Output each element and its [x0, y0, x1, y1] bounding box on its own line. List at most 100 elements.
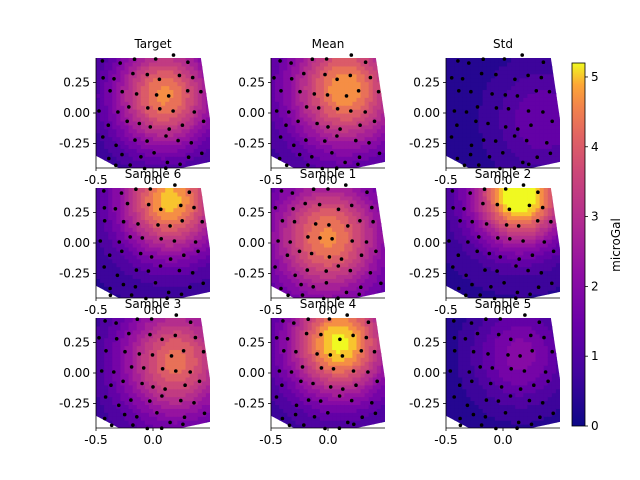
contour-cell [478, 73, 484, 79]
contour-cell [181, 73, 187, 79]
contour-cell [275, 77, 280, 83]
sample-point [315, 121, 319, 126]
contour-cell [539, 105, 545, 110]
contour-cell [177, 235, 183, 240]
contour-cell [450, 266, 455, 272]
contour-cell [197, 140, 203, 146]
contour-cell [108, 132, 113, 138]
contour-cell [523, 73, 529, 79]
contour-cell [136, 65, 142, 71]
contour-cell [543, 148, 549, 153]
contour-cell [140, 262, 146, 268]
contour-cell [124, 286, 130, 291]
contour-cell [547, 140, 553, 146]
contour-cell [348, 188, 354, 193]
contour-cell [376, 215, 382, 221]
contour-cell [112, 223, 117, 228]
contour-cell [108, 109, 113, 114]
contour-cell [177, 116, 183, 122]
contour-cell [140, 199, 146, 205]
contour-cell [543, 58, 549, 63]
contour-cell [177, 93, 183, 98]
sample-point [276, 239, 280, 243]
contour-cell [376, 235, 382, 240]
contour-cell [380, 246, 385, 252]
contour-cell [169, 128, 174, 134]
contour-cell [157, 69, 162, 75]
contour-cell [376, 124, 382, 130]
contour-cell [535, 246, 541, 252]
contour-cell [535, 124, 541, 130]
contour-cell [169, 61, 174, 67]
contour-cell [112, 136, 117, 142]
contour-cell [307, 101, 313, 106]
contour-cell [454, 199, 459, 205]
contour-cell [507, 85, 512, 91]
contour-cell [181, 231, 187, 236]
contour-cell [140, 254, 146, 260]
contour-cell [165, 250, 170, 256]
contour-cell [340, 144, 345, 149]
contour-cell [132, 156, 138, 161]
contour-cell [148, 266, 154, 272]
contour-cell [348, 278, 354, 283]
contour-cell [132, 164, 138, 168]
contour-cell [450, 223, 455, 228]
contour-cell [165, 156, 170, 161]
sample-point [475, 105, 480, 109]
subplot-5: Sample 10.250.00-0.25-0.5 0.0 [234, 167, 385, 317]
contour-cell [112, 148, 117, 153]
x-tick-label: 0.0 [493, 173, 512, 187]
contour-cell [336, 73, 341, 79]
contour-cell [185, 164, 191, 168]
contour-cell [165, 120, 170, 126]
contour-cell [323, 223, 329, 228]
contour-cell [498, 132, 504, 138]
sample-point [503, 125, 508, 129]
contour-cell [523, 219, 529, 224]
contour-cell [494, 278, 500, 283]
contour-cell [376, 85, 382, 91]
contour-cell [189, 211, 195, 217]
contour-cell [193, 195, 199, 201]
contour-cell [486, 77, 492, 83]
contour-cell [511, 227, 516, 232]
contour-cell [470, 211, 476, 217]
contour-cell [332, 109, 337, 114]
sample-point [494, 72, 498, 77]
contour-cell [299, 65, 305, 71]
contour-cell [328, 81, 333, 87]
contour-cell [303, 77, 309, 83]
contour-cell [494, 262, 500, 268]
contour-cell [486, 231, 492, 236]
contour-cell [519, 199, 524, 205]
contour-cell [364, 97, 370, 102]
contour-cell [450, 243, 455, 248]
contour-cell [161, 243, 166, 248]
contour-cell [144, 85, 150, 91]
contour-cell [303, 124, 309, 130]
contour-cell [344, 258, 349, 264]
contour-cell [458, 246, 463, 252]
contour-cell [494, 101, 500, 106]
contour-cell [136, 243, 142, 248]
contour-cell [364, 207, 370, 213]
contour-cell [380, 156, 385, 161]
contour-cell [446, 278, 451, 283]
contour-cell [136, 73, 142, 79]
contour-cell [474, 188, 480, 193]
contour-cell [140, 97, 146, 102]
contour-cell [332, 58, 337, 63]
contour-cell [328, 164, 333, 168]
contour-cell [161, 140, 166, 146]
sample-point [288, 240, 293, 244]
contour-cell [507, 278, 512, 283]
contour-cell [197, 73, 203, 79]
contour-cell [315, 109, 321, 114]
sample-point [179, 203, 183, 208]
contour-cell [104, 282, 109, 287]
contour-cell [136, 215, 142, 221]
contour-cell [470, 246, 476, 252]
contour-cell [132, 266, 138, 272]
